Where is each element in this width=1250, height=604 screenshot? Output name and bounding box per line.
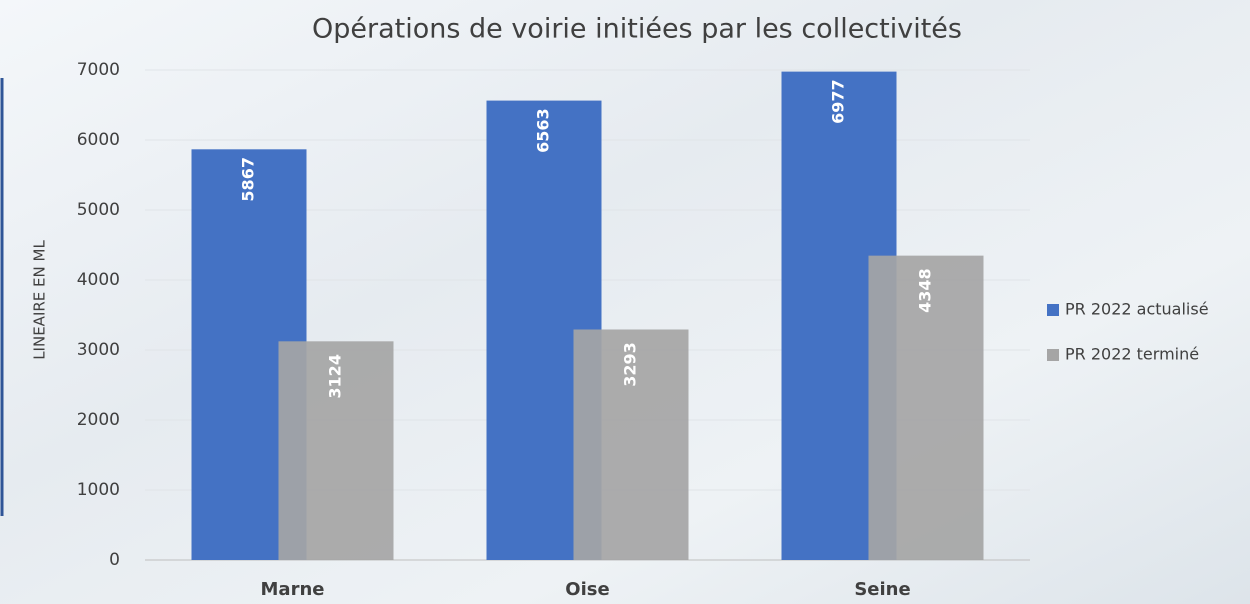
- y-tick-label: 5000: [77, 200, 120, 220]
- x-tick-label: Seine: [854, 579, 910, 600]
- y-tick-label: 2000: [77, 410, 120, 430]
- y-tick-label: 0: [109, 550, 120, 570]
- legend-swatch: [1047, 304, 1059, 316]
- y-tick-label: 6000: [77, 130, 120, 150]
- y-tick-label: 7000: [77, 60, 120, 80]
- x-tick-label: Oise: [565, 579, 609, 600]
- x-tick-label: Marne: [261, 579, 325, 600]
- data-label: 6563: [534, 108, 553, 153]
- legend-label: PR 2022 actualisé: [1065, 300, 1209, 319]
- chart: Opérations de voirie initiées par les co…: [0, 0, 1250, 604]
- y-tick-label: 3000: [77, 340, 120, 360]
- data-label: 3293: [621, 342, 640, 387]
- y-axis-label: LINEAIRE EN ML: [31, 240, 49, 360]
- y-tick-label: 1000: [77, 480, 120, 500]
- legend-swatch: [1047, 349, 1059, 361]
- legend-label: PR 2022 terminé: [1065, 345, 1199, 364]
- data-label: 5867: [239, 157, 258, 202]
- data-label: 4348: [916, 268, 935, 313]
- data-label: 3124: [326, 354, 345, 399]
- chart-title: Opérations de voirie initiées par les co…: [312, 14, 962, 45]
- y-tick-label: 4000: [77, 270, 120, 290]
- data-label: 6977: [829, 79, 848, 124]
